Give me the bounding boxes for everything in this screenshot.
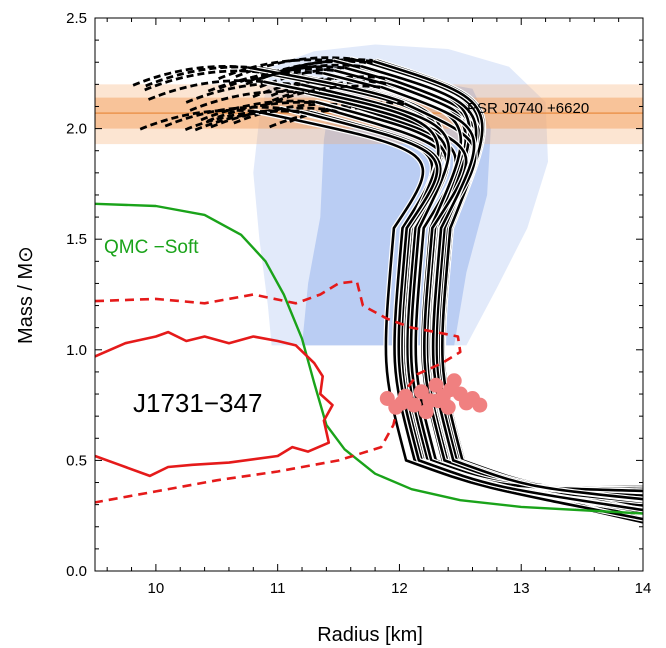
radius-marker (418, 404, 434, 420)
radius-marker (428, 377, 444, 393)
eos-curve-unstable-branch (218, 58, 335, 80)
eos-curve (254, 110, 643, 521)
radius-marker (443, 382, 459, 398)
y-tick-label: 1.5 (66, 231, 87, 248)
y-tick-label: 2.5 (66, 10, 87, 27)
x-axis-title: Radius [km] (317, 624, 423, 646)
y-tick-label: 0.0 (66, 563, 87, 580)
j1731-contour-inner (95, 330, 334, 478)
y-tick-label: 2.0 (66, 121, 87, 138)
eos-curve-unstable-branch (144, 69, 261, 92)
j1731-label: J1731−347 (133, 388, 262, 418)
eos-curve-unstable-branch (233, 102, 350, 125)
eos-curve-unstable-branch (147, 79, 265, 101)
y-tick-label: 0.5 (66, 452, 87, 469)
eos-curve (299, 110, 643, 512)
eos-curve-unstable-branch (245, 63, 362, 86)
eos-curve-unstable-branch (200, 99, 317, 122)
eos-curve-unstable-branch (164, 105, 282, 128)
x-tick-label: 14 (635, 580, 652, 597)
qmc-soft-curve (95, 202, 643, 515)
soft-eos-label: QMC −Soft (104, 237, 199, 258)
radius-marker (394, 395, 410, 411)
radius-marker (406, 397, 422, 413)
pulsar-band-label: PSR J0740 +6620 (467, 100, 589, 117)
annotations-layer: PSR J0740 +6620 QMC −Soft J1731−347 (104, 100, 589, 418)
eos-curve (380, 85, 643, 501)
curves-layer (95, 56, 643, 525)
eos-curve-unstable-branch (265, 84, 382, 107)
x-tick-label: 13 (513, 580, 530, 597)
x-tick-label: 12 (391, 580, 408, 597)
y-tick-label: 1.0 (66, 342, 87, 359)
j1731-contour-outer (95, 279, 462, 504)
eos-curve-unstable-branch (189, 90, 306, 112)
axes: 10 11 12 13 14 0.0 0.5 1.0 1.5 2.0 2.5 (66, 10, 651, 597)
eos-curve-unstable-branch (184, 109, 302, 131)
x-tick-label: 11 (270, 580, 286, 597)
eos-curve-unstable-branch (207, 70, 325, 93)
eos-curve-unstable-branch (270, 75, 388, 97)
y-axis-title: Mass / M⊙ (15, 246, 37, 344)
plot-frame (94, 17, 644, 572)
x-tick-label: 10 (148, 580, 165, 597)
eos-curve-unstable-branch (185, 82, 303, 104)
eos-curve-unstable-branch (132, 65, 249, 87)
radius-marker (430, 393, 446, 409)
eos-curve-unstable-branch (139, 108, 257, 131)
radius-marker (472, 397, 488, 413)
